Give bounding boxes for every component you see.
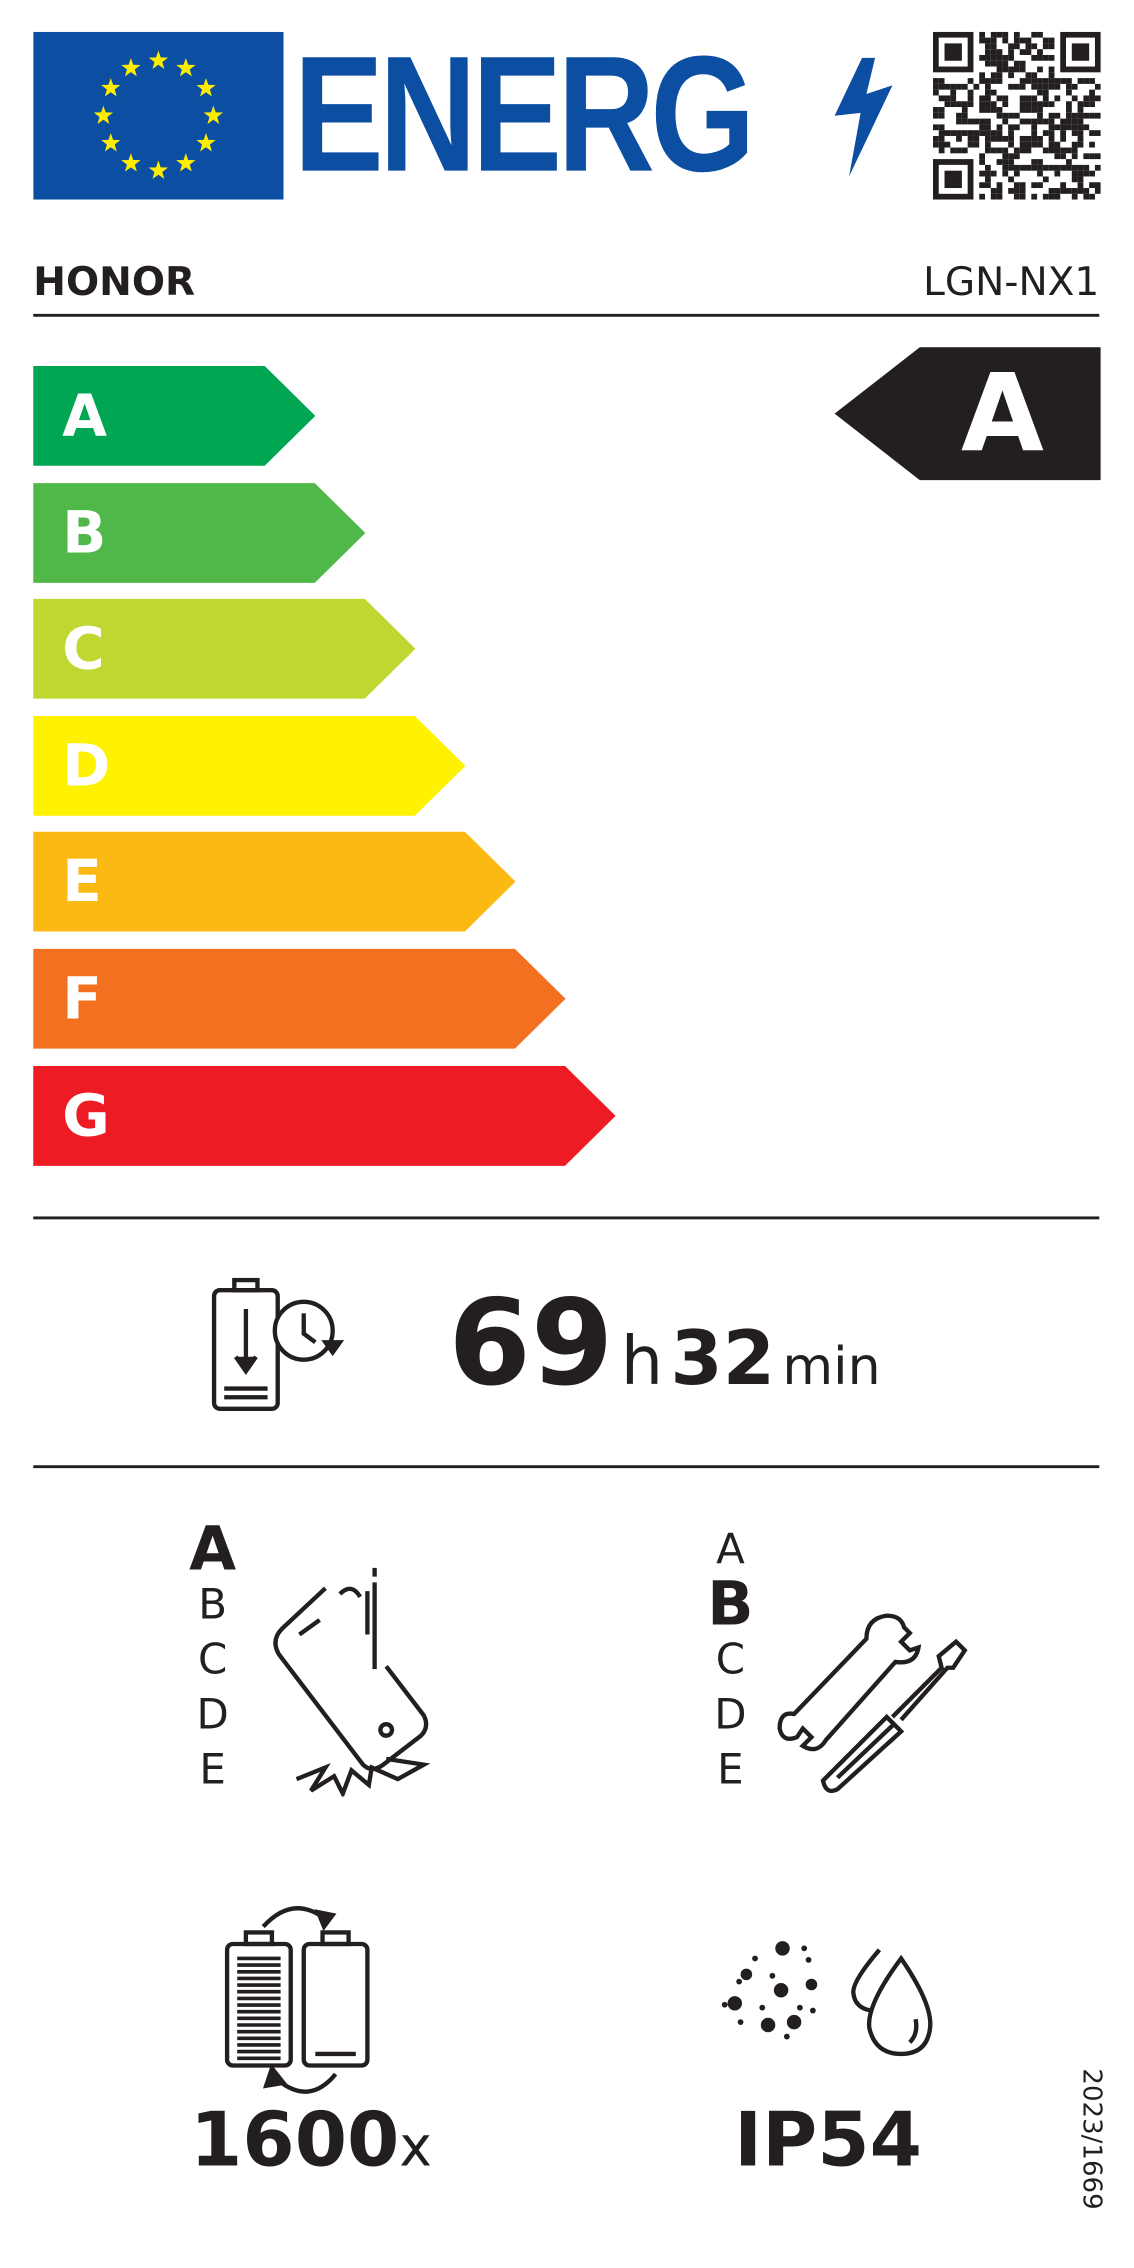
lightning-icon — [834, 57, 893, 177]
scale-class-b: B — [707, 1567, 754, 1639]
scale-class-a: A — [189, 1512, 237, 1584]
star-icon — [101, 78, 121, 97]
minutes-value: 32 — [670, 1316, 776, 1404]
cycles-unit: x — [399, 2114, 432, 2179]
scale-class-c: C — [715, 1634, 746, 1684]
scale-class-d: D — [196, 1689, 229, 1739]
energy-bar-letter: F — [62, 966, 102, 1033]
brand-name: HONOR — [33, 260, 196, 306]
scale-class-c: C — [197, 1634, 228, 1684]
scale-class-a: A — [716, 1524, 745, 1574]
scale-class-e: E — [199, 1744, 226, 1794]
minutes-unit: min — [782, 1337, 881, 1398]
star-icon — [121, 153, 141, 172]
rating-arrow-shape — [834, 347, 1101, 481]
divider — [33, 313, 1100, 317]
star-icon — [176, 153, 196, 172]
star-icon — [101, 133, 121, 152]
phone-drop-icon — [273, 1567, 431, 1797]
eu-flag-icon — [33, 31, 284, 200]
qr-code-icon — [932, 31, 1101, 200]
energy-logo-text: ENERG — [293, 23, 756, 207]
repair-tools-icon — [777, 1613, 968, 1794]
scale-class-d: D — [714, 1689, 747, 1739]
hours-value: 69 — [448, 1275, 614, 1414]
divider — [33, 1216, 1100, 1220]
star-icon — [176, 58, 196, 77]
energy-bar-letter: G — [62, 1082, 110, 1150]
regulation-number: 2023/1669 — [1076, 2068, 1107, 2210]
energy-class-indicator: A — [834, 347, 1101, 481]
scale-class-b: B — [198, 1579, 228, 1629]
energy-bar-letter: A — [62, 383, 107, 450]
ip-rating: IP54 — [734, 2097, 922, 2185]
cycles-number: 1600 — [190, 2097, 400, 2185]
scale-class-e: E — [717, 1744, 744, 1794]
energy-class-letter: A — [960, 351, 1044, 476]
star-icon — [203, 105, 224, 124]
energy-bar-letter: D — [62, 733, 111, 800]
battery-cycles-value: 1600x — [159, 2097, 463, 2184]
star-icon — [121, 58, 141, 77]
battery-endurance-icon — [211, 1277, 345, 1411]
dust-water-icon — [721, 1941, 933, 2057]
star-icon — [196, 78, 216, 97]
star-icon — [148, 50, 169, 69]
energy-bar-letter: C — [62, 616, 105, 683]
star-icon — [93, 105, 114, 124]
energy-bar-letter: B — [62, 499, 107, 567]
star-icon — [196, 133, 216, 152]
energy-bar-letter: E — [62, 849, 102, 917]
hours-unit: h — [620, 1322, 664, 1401]
model-id: LGN-NX1 — [923, 260, 1100, 306]
battery-cycles-icon — [224, 1906, 370, 2094]
star-icon — [148, 160, 169, 179]
divider — [33, 1465, 1100, 1469]
battery-endurance-value: 69 h 32 min — [448, 1273, 880, 1449]
